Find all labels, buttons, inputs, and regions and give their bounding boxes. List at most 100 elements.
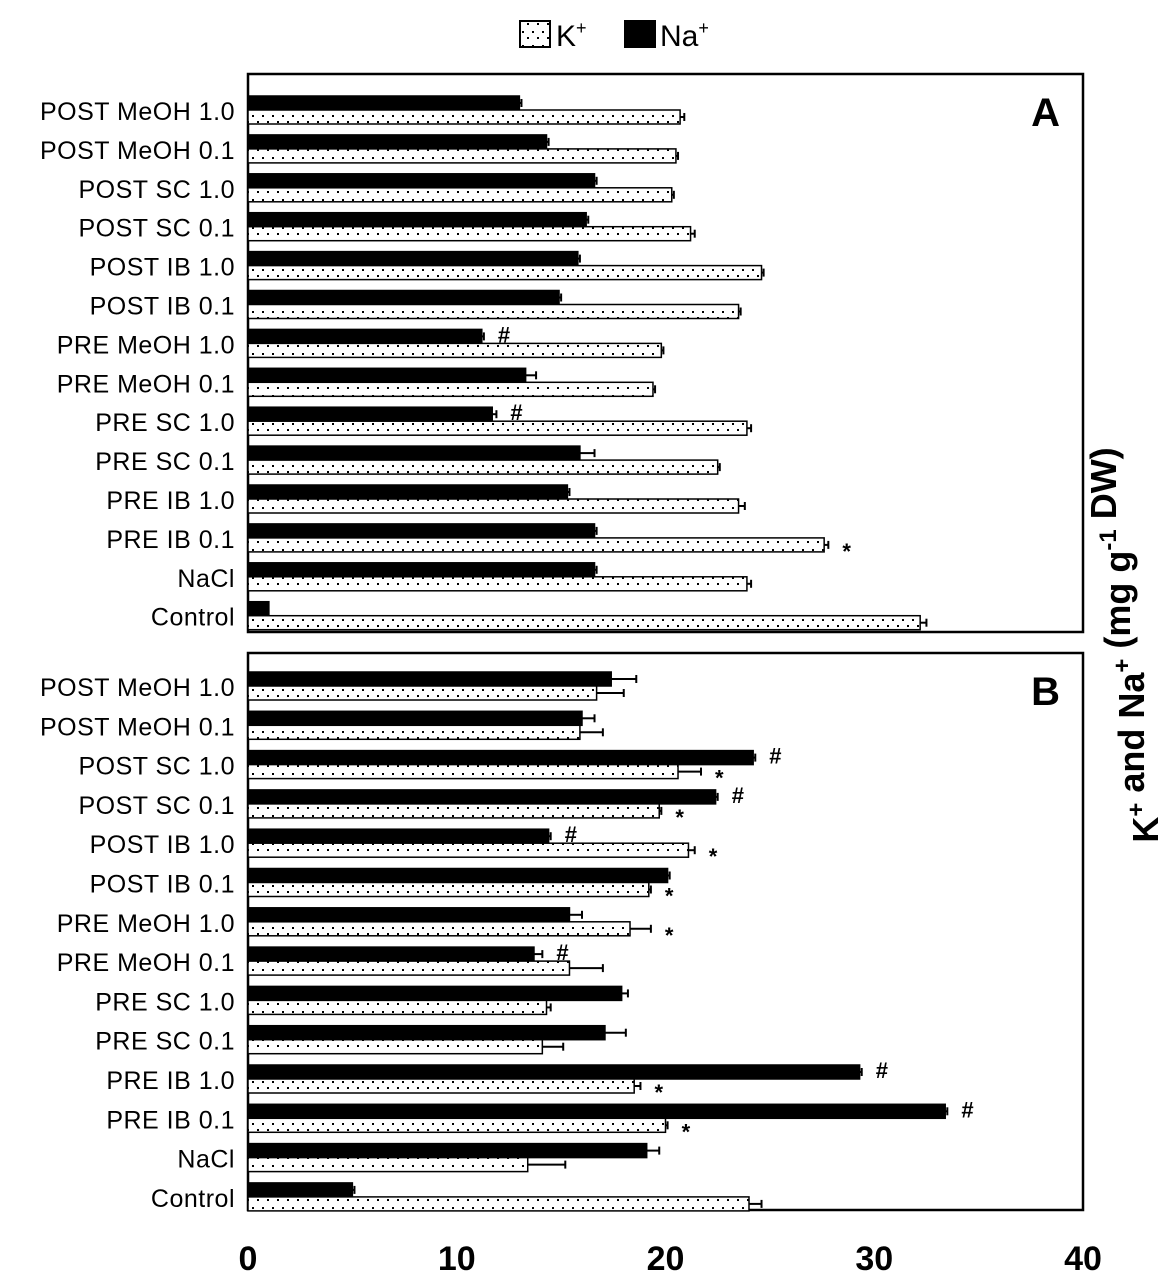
- bar-na: [247, 710, 583, 727]
- bar-k: [247, 1078, 635, 1094]
- bar-na: [247, 671, 612, 687]
- bar-k: [247, 225, 692, 242]
- bar-na: [247, 789, 717, 805]
- significance-asterisk: *: [715, 766, 724, 791]
- significance-hash: #: [498, 322, 510, 347]
- x-tick-label: 0: [239, 1240, 258, 1274]
- category-label: PRE SC 1.0: [95, 988, 235, 1016]
- legend-swatch-na: [624, 20, 656, 48]
- bar-na: [247, 828, 550, 844]
- category-label: POST IB 1.0: [90, 831, 235, 859]
- bar-k: [247, 576, 748, 592]
- bar-na: [247, 907, 571, 923]
- category-label: PRE IB 1.0: [106, 487, 235, 515]
- category-label: Control: [151, 1185, 235, 1213]
- bar-na: [247, 867, 669, 884]
- bar-na: [247, 1064, 861, 1080]
- category-label: POST IB 0.1: [90, 871, 235, 899]
- category-label: POST MeOH 0.1: [40, 713, 235, 741]
- legend: K+ Na+: [519, 18, 709, 53]
- bar-na: [247, 946, 535, 962]
- bar-na: [247, 367, 527, 384]
- bar-na: [247, 445, 581, 461]
- category-label: POST IB 0.1: [90, 293, 235, 321]
- significance-hash: #: [732, 783, 744, 808]
- bar-k: [247, 1038, 544, 1055]
- bar-na: [247, 1103, 946, 1120]
- bar-k: [247, 1196, 750, 1212]
- significance-asterisk: *: [675, 805, 684, 830]
- category-label: POST MeOH 1.0: [40, 674, 235, 702]
- bar-k: [247, 881, 650, 898]
- category-label: POST MeOH 1.0: [40, 98, 235, 126]
- significance-hash: #: [876, 1058, 888, 1083]
- bar-k: [247, 148, 677, 164]
- significance-asterisk: *: [682, 1119, 691, 1144]
- bar-na: [247, 1182, 354, 1198]
- significance-asterisk: *: [842, 539, 851, 564]
- bar-k: [247, 921, 631, 937]
- category-label: POST SC 1.0: [79, 753, 236, 781]
- category-label: POST SC 0.1: [79, 792, 236, 820]
- category-label: Control: [151, 604, 235, 632]
- category-label: PRE IB 0.1: [106, 526, 235, 554]
- legend-label-k: K+: [556, 18, 587, 53]
- bar-k: [247, 342, 663, 359]
- category-label: PRE MeOH 0.1: [57, 949, 235, 977]
- category-label: PRE MeOH 1.0: [57, 331, 235, 359]
- bar-na: [247, 250, 579, 267]
- category-label: POST SC 1.0: [79, 176, 236, 204]
- bar-k: [247, 264, 763, 281]
- category-label: PRE IB 1.0: [106, 1067, 235, 1095]
- bar-k: [247, 303, 740, 320]
- significance-hash: #: [556, 940, 568, 965]
- bar-k: [247, 1156, 529, 1173]
- category-label: POST MeOH 0.1: [40, 137, 235, 165]
- bar-na: [247, 1024, 606, 1041]
- bar-k: [247, 763, 679, 780]
- category-label: PRE SC 0.1: [95, 448, 235, 476]
- bar-na: [247, 1142, 648, 1159]
- chart-panels: A POST MeOH 1.0 POST MeOH 0.1 POST SC 1.0 PO…: [40, 72, 1085, 1213]
- bar-k: [247, 498, 740, 514]
- significance-hash: #: [769, 744, 781, 769]
- bar-na: [247, 523, 596, 539]
- category-label: PRE MeOH 0.1: [57, 370, 235, 398]
- bar-na: [247, 134, 548, 150]
- bar-k: [247, 381, 654, 398]
- panel-letter: B: [1031, 670, 1060, 714]
- x-tick-label: 20: [647, 1240, 685, 1274]
- category-label: POST SC 0.1: [79, 215, 236, 243]
- bar-k: [247, 614, 921, 631]
- x-axis: 0 10 20 30 40: [239, 1240, 1102, 1274]
- x-tick-label: 40: [1064, 1240, 1102, 1274]
- significance-asterisk: *: [665, 884, 674, 909]
- bar-na: [247, 95, 521, 111]
- x-tick-label: 10: [438, 1240, 476, 1274]
- legend-label-na: Na+: [660, 18, 709, 53]
- value-axis-label: K+ and Na+ (mg g-1 DW): [1083, 447, 1166, 842]
- bar-k: [247, 724, 581, 741]
- bar-k: [247, 999, 548, 1016]
- bar-na: [247, 211, 587, 228]
- bar-k: [247, 1117, 667, 1134]
- panel-letter: A: [1031, 91, 1060, 135]
- bar-na: [247, 328, 483, 345]
- significance-hash: #: [961, 1097, 973, 1122]
- category-label: NaCl: [177, 565, 235, 593]
- bar-k: [247, 459, 719, 475]
- bar-k: [247, 685, 598, 701]
- category-label: PRE MeOH 1.0: [57, 910, 235, 938]
- significance-asterisk: *: [709, 844, 718, 869]
- panel-a: A POST MeOH 1.0 POST MeOH 0.1 POST SC 1.0 PO…: [40, 72, 1085, 634]
- bar-na: [247, 406, 493, 422]
- bar-na: [247, 173, 596, 189]
- bar-na: [247, 600, 270, 617]
- bar-k: [247, 803, 660, 819]
- bar-k: [247, 960, 571, 976]
- bar-na: [247, 985, 623, 1002]
- bar-na: [247, 484, 569, 500]
- category-label: POST IB 1.0: [90, 254, 235, 282]
- category-label: PRE SC 0.1: [95, 1028, 235, 1056]
